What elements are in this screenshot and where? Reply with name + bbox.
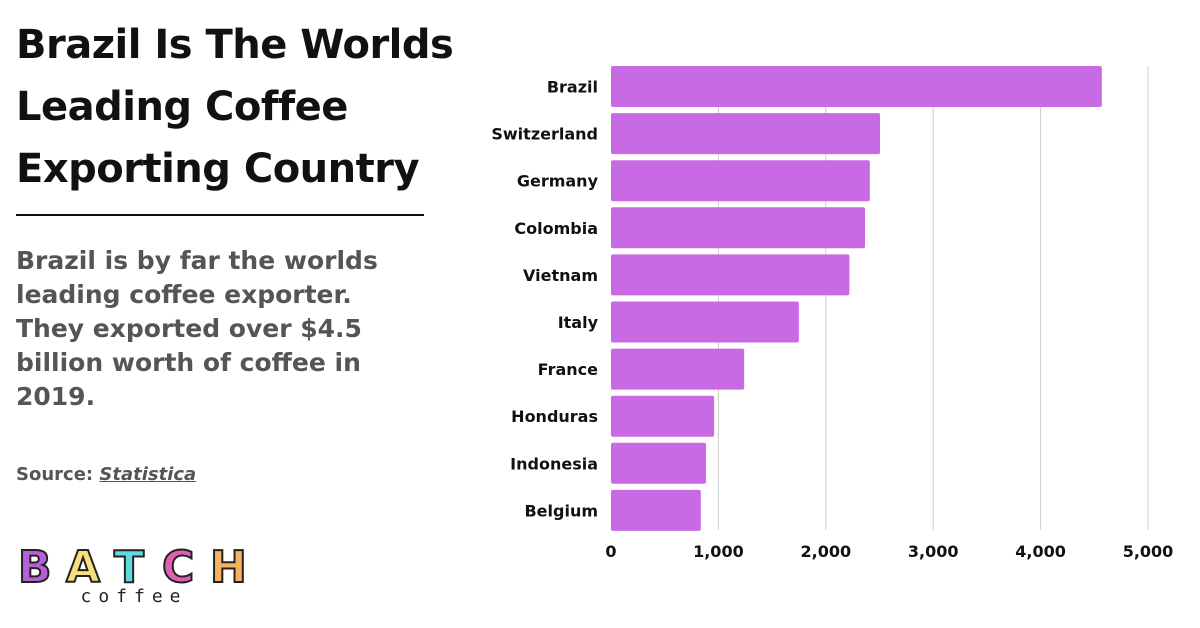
bar-brazil (611, 66, 1102, 107)
logo-letter: A (66, 542, 100, 593)
bar-belgium (611, 489, 701, 531)
logo-subtext: coffee (80, 586, 187, 607)
category-label: Honduras (511, 407, 598, 426)
x-tick-label: 3,000 (908, 542, 959, 561)
bar-colombia (611, 207, 866, 249)
divider (16, 214, 424, 216)
category-label: Indonesia (510, 454, 598, 473)
page-title: Brazil Is The Worlds Leading Coffee Expo… (16, 22, 454, 192)
category-label: Brazil (547, 78, 598, 97)
bar-indonesia (611, 442, 707, 484)
category-label: France (538, 360, 598, 379)
logo-letter: C (162, 542, 194, 593)
bar-switzerland (611, 113, 881, 155)
x-tick-label: 0 (605, 542, 616, 561)
bar-vietnam (611, 254, 850, 296)
logo-letter: H (210, 542, 247, 593)
x-tick-label: 1,000 (693, 542, 744, 561)
bar-germany (611, 160, 870, 202)
logo-letter: T (114, 542, 144, 593)
x-tick-label: 2,000 (800, 542, 851, 561)
logo-letter: B (18, 542, 52, 593)
x-tick-label: 5,000 (1123, 542, 1174, 561)
source-link[interactable]: Statistica (99, 464, 197, 485)
category-label: Italy (558, 313, 599, 332)
source: Source: Statistica (16, 464, 196, 485)
category-label: Germany (517, 172, 599, 191)
category-label: Belgium (524, 501, 598, 520)
bar-italy (611, 301, 799, 343)
category-label: Colombia (514, 219, 598, 238)
source-label: Source: (16, 464, 94, 485)
category-label: Vietnam (523, 266, 598, 285)
x-tick-label: 4,000 (1015, 542, 1066, 561)
bar-france (611, 348, 745, 390)
bar-honduras (611, 395, 715, 437)
description: Brazil is by far the worlds leading coff… (16, 246, 378, 411)
category-label: Switzerland (491, 125, 598, 144)
